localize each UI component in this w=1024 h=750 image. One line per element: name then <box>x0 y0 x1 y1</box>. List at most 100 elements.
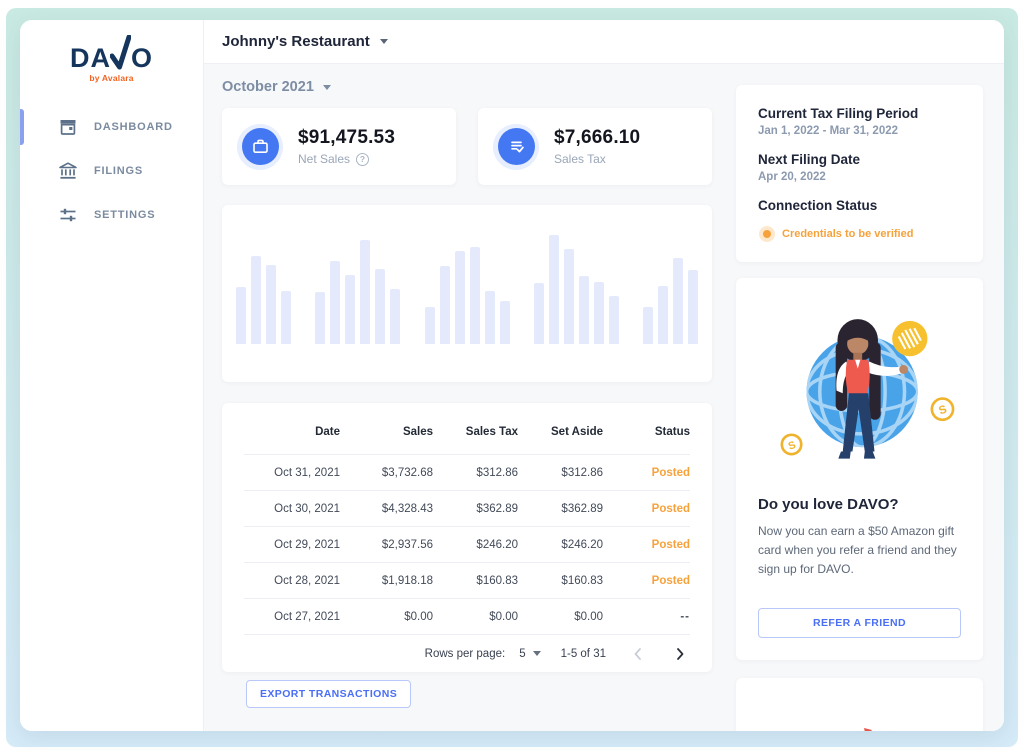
pagination-range: 1-5 of 31 <box>560 647 606 660</box>
net-sales-value: $91,475.53 <box>298 127 396 148</box>
mini-bar-chart-icon <box>860 727 872 731</box>
status-dot-icon <box>763 230 771 238</box>
bar-group <box>236 256 291 344</box>
bar <box>643 307 653 344</box>
export-transactions-button[interactable]: EXPORT TRANSACTIONS <box>246 680 412 708</box>
table-row: Oct 31, 2021 $3,732.68 $312.86 $312.86 Poste… <box>244 454 690 491</box>
cell-date: Oct 28, 2021 <box>244 562 340 599</box>
sales-chart-card <box>222 205 712 382</box>
bar <box>593 282 604 344</box>
filing-period-value: Jan 1, 2022 - Mar 31, 2022 <box>758 125 899 137</box>
referral-body: Now you can earn a $50 Amazon gift card … <box>758 524 957 577</box>
cell-sales-tax: $0.00 <box>433 598 518 634</box>
sales-bar-chart <box>236 235 698 344</box>
referral-heading: Do you love DAVO? <box>758 496 899 513</box>
cell-date: Oct 27, 2021 <box>244 598 340 634</box>
chevron-down-icon <box>322 84 331 90</box>
bar-group <box>533 235 619 344</box>
previous-page-icon[interactable] <box>630 646 646 662</box>
bar <box>658 286 668 344</box>
top-bar: Johnny's Restaurant <box>204 20 1004 64</box>
filing-info-card: Current Tax Filing Period Jan 1, 2022 - … <box>736 85 983 262</box>
chevron-down-icon <box>532 651 541 656</box>
document-check-icon <box>497 128 535 165</box>
bar-group <box>315 240 401 344</box>
refer-friend-illustration: S S <box>780 319 955 459</box>
chevron-down-icon <box>379 39 388 44</box>
right-column: Current Tax Filing Period Jan 1, 2022 - … <box>736 64 983 731</box>
cell-set-aside: $362.89 <box>518 490 603 527</box>
workspace: Johnny's Restaurant October 2021 <box>204 20 1004 731</box>
bar <box>533 283 544 344</box>
cell-sales: $4,328.43 <box>340 490 433 527</box>
transactions-body: Oct 31, 2021 $3,732.68 $312.86 $312.86 Poste… <box>244 454 690 634</box>
cell-sales: $0.00 <box>340 598 433 634</box>
column-header-date: Date <box>315 426 340 438</box>
referral-card: S S Do you love DAVO? Now you can earn a… <box>736 278 983 660</box>
bar <box>548 235 559 344</box>
main-area: October 2021 <box>204 64 1004 731</box>
logo-byline: by Avalara <box>89 73 134 83</box>
bar <box>499 301 510 344</box>
table-row: Oct 30, 2021 $4,328.43 $362.89 $362.89 Poste… <box>244 490 690 527</box>
bar <box>469 247 480 344</box>
cell-status: -- <box>603 598 690 634</box>
cell-sales-tax: $160.83 <box>433 562 518 599</box>
woman-figure <box>835 319 909 459</box>
month-label: October 2021 <box>222 79 314 95</box>
cell-status: Posted <box>603 454 690 491</box>
cell-sales: $2,937.56 <box>340 526 433 563</box>
content-column: October 2021 <box>222 64 712 731</box>
sales-tax-icon-ring <box>493 123 539 170</box>
cell-set-aside: $312.86 <box>518 454 603 491</box>
cell-sales-tax: $312.86 <box>433 454 518 491</box>
svg-text:S: S <box>937 403 949 417</box>
bar <box>439 266 450 344</box>
bar <box>251 256 261 344</box>
cell-status: Posted <box>603 490 690 527</box>
sidebar-item-settings[interactable]: SETTINGS <box>20 193 203 237</box>
cell-status: Posted <box>603 562 690 599</box>
bar <box>688 270 698 344</box>
sidebar-nav: DASHBOARD FILINGS <box>20 105 203 237</box>
bar <box>578 276 589 344</box>
sales-tax-label: Sales Tax <box>554 152 606 166</box>
rows-per-page-select[interactable]: 5 <box>519 648 541 660</box>
bank-icon <box>59 162 77 179</box>
transactions-table: Date Sales Sales Tax Set Aside Status Oc… <box>244 409 690 634</box>
bar <box>563 249 574 344</box>
next-page-icon[interactable] <box>672 646 688 662</box>
connection-status-value: Credentials to be verified <box>782 228 914 240</box>
column-header-sales-tax: Sales Tax <box>465 426 518 438</box>
bar <box>360 240 371 344</box>
bar-group <box>424 247 510 344</box>
table-header-row: Date Sales Sales Tax Set Aside Status <box>244 409 690 455</box>
sidebar: DA O by Avalara DASHBOARD <box>20 20 204 731</box>
bar <box>266 265 276 344</box>
help-icon[interactable]: ? <box>356 152 370 166</box>
logo-text-left: DA <box>69 43 111 73</box>
table-row: Oct 29, 2021 $2,937.56 $246.20 $246.20 Poste… <box>244 526 690 563</box>
bar <box>315 292 326 344</box>
sales-tax-value: $7,666.10 <box>554 127 641 148</box>
bar <box>375 269 386 344</box>
sliders-icon <box>60 208 76 222</box>
column-header-sales: Sales <box>402 426 433 438</box>
month-selector[interactable]: October 2021 <box>222 79 712 95</box>
sales-tax-card: $7,666.10 Sales Tax <box>478 108 712 185</box>
table-row: Oct 28, 2021 $1,918.18 $160.83 $160.83 Poste… <box>244 562 690 599</box>
net-sales-label: Net Sales <box>298 152 351 166</box>
storefront-icon <box>60 120 76 135</box>
cell-date: Oct 31, 2021 <box>244 454 340 491</box>
cell-set-aside: $0.00 <box>518 598 603 634</box>
sidebar-item-filings[interactable]: FILINGS <box>20 149 203 193</box>
connection-status-heading: Connection Status <box>758 198 878 213</box>
bar-group <box>643 258 698 344</box>
rows-per-page-label: Rows per page: <box>424 647 506 660</box>
refer-a-friend-button[interactable]: REFER A FRIEND <box>758 607 961 638</box>
davo-logo: DA O by Avalara <box>20 20 203 99</box>
sidebar-item-dashboard[interactable]: DASHBOARD <box>20 105 203 149</box>
column-header-status: Status <box>654 426 690 438</box>
restaurant-selector[interactable]: Johnny's Restaurant <box>222 33 388 50</box>
